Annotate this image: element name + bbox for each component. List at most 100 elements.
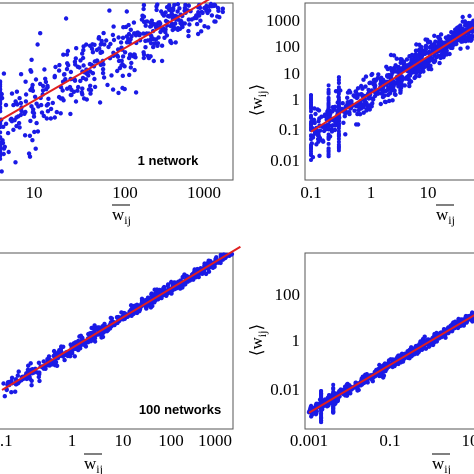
data-point [87, 61, 93, 67]
data-point [124, 9, 129, 14]
data-point [156, 35, 161, 40]
data-point [92, 84, 98, 90]
data-point [361, 77, 366, 82]
panel-bottom-right: 0.01 1 100 0.001 0.1 10 ⟨wij⟩ wij [247, 252, 474, 474]
data-point [332, 104, 338, 110]
y-tick-label: 1000 [266, 11, 300, 30]
data-point [128, 27, 133, 32]
data-point [422, 334, 427, 339]
data-point [14, 89, 20, 94]
data-point [89, 46, 95, 51]
data-point [141, 31, 146, 36]
data-point [432, 331, 437, 337]
data-point [159, 43, 165, 48]
data-point [92, 323, 97, 328]
data-point [409, 57, 414, 62]
data-point [36, 104, 41, 109]
data-point [202, 24, 207, 29]
data-point [195, 31, 201, 37]
data-point [437, 36, 443, 42]
data-point [326, 132, 331, 137]
data-point [369, 96, 375, 101]
data-point [436, 40, 441, 46]
data-point [0, 140, 3, 145]
data-point [114, 315, 120, 320]
data-point [151, 44, 156, 50]
data-point [364, 108, 369, 113]
data-point [73, 62, 78, 67]
data-point [200, 10, 205, 16]
y-axis-label-text: ⟨wij⟩ [247, 324, 269, 356]
data-point [447, 37, 452, 42]
data-point [143, 23, 148, 28]
data-point [105, 82, 110, 88]
data-point [459, 39, 464, 44]
data-point [205, 10, 210, 16]
data-point [29, 383, 34, 388]
data-point [58, 111, 63, 116]
data-point [316, 108, 322, 113]
data-point [65, 61, 70, 66]
data-point [199, 29, 204, 34]
data-point [148, 41, 154, 46]
data-point [336, 91, 341, 96]
data-point [100, 70, 106, 76]
data-point [108, 41, 113, 47]
data-point [152, 41, 157, 46]
data-point [198, 18, 203, 23]
y-ticks-br: 0.01 1 100 [270, 285, 300, 399]
data-point [37, 378, 42, 384]
data-point [467, 24, 472, 29]
data-point [201, 269, 207, 274]
data-point [141, 55, 146, 61]
data-point [168, 23, 173, 29]
data-point [68, 69, 74, 75]
data-point [319, 415, 324, 420]
data-point [99, 49, 105, 55]
data-point [309, 147, 313, 151]
x-ticks-tl: 10 100 1000 [26, 183, 222, 202]
data-point [319, 420, 324, 425]
data-point [319, 399, 324, 404]
data-point [431, 59, 437, 65]
data-point [62, 357, 67, 363]
data-point [92, 76, 97, 82]
data-point [0, 156, 3, 161]
data-point [155, 41, 161, 46]
data-point [110, 87, 116, 92]
data-point [380, 94, 386, 100]
data-point [389, 88, 394, 93]
data-point [340, 101, 345, 106]
data-point [326, 112, 331, 116]
data-point [354, 122, 359, 127]
data-point [175, 9, 180, 14]
data-point [45, 85, 50, 90]
data-point [108, 315, 114, 321]
data-point [441, 327, 447, 332]
data-point [6, 149, 11, 155]
data-point [401, 59, 406, 64]
data-point [361, 105, 366, 110]
data-point [30, 138, 35, 143]
data-point [347, 383, 352, 388]
data-point [16, 369, 21, 374]
data-point [111, 37, 117, 43]
data-point [466, 33, 472, 38]
data-point [430, 43, 435, 48]
data-point [405, 355, 410, 360]
data-point [394, 56, 399, 61]
data-point [180, 24, 185, 30]
data-point [165, 283, 170, 289]
plot-frame-tl [0, 2, 234, 181]
y-tick-label: 100 [275, 285, 301, 304]
y-axis-label-br: ⟨wij⟩ [247, 324, 269, 356]
data-point [194, 21, 200, 27]
data-point [210, 265, 216, 270]
data-point [131, 20, 137, 25]
data-point [154, 7, 159, 13]
data-point [313, 111, 318, 117]
data-point [309, 158, 313, 162]
data-point [1, 124, 6, 129]
data-point [314, 142, 319, 147]
